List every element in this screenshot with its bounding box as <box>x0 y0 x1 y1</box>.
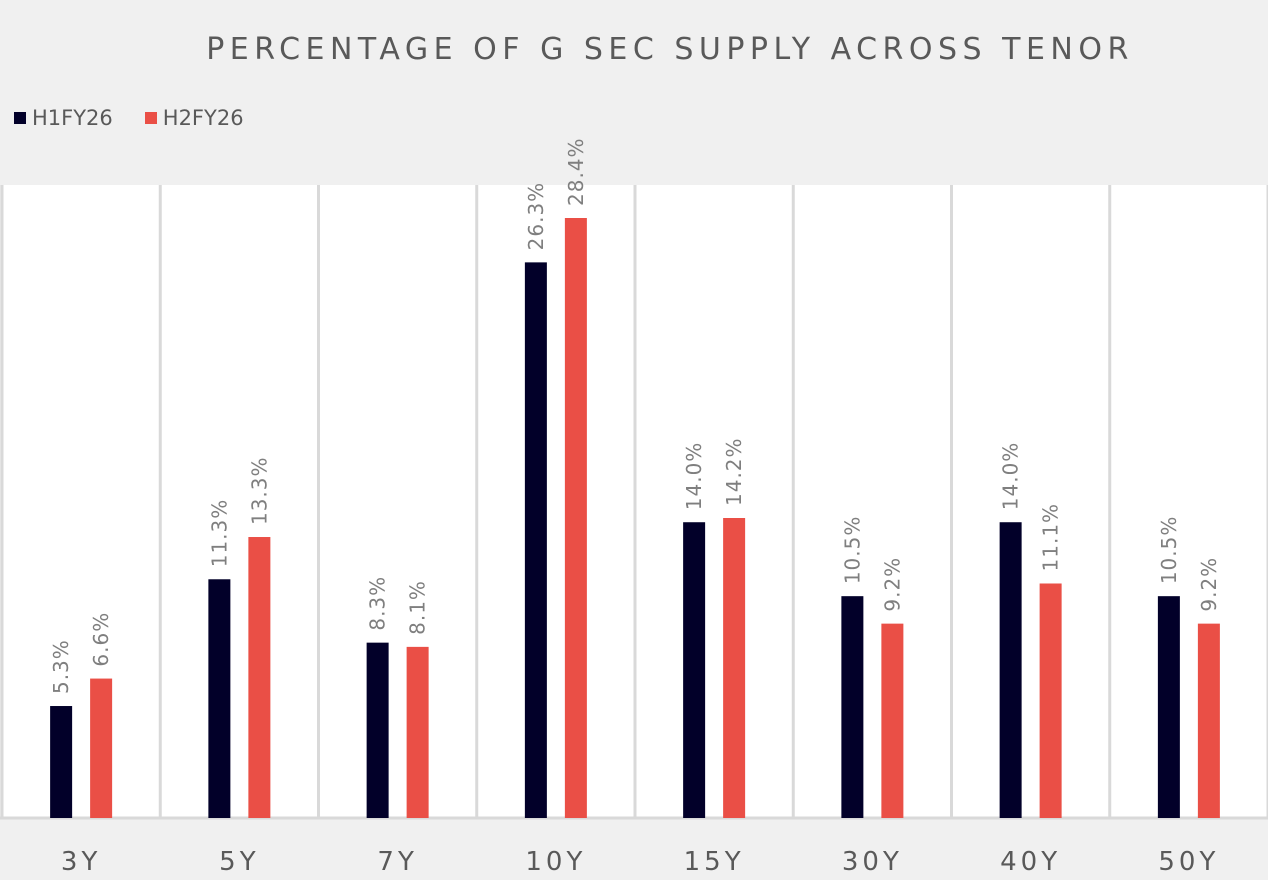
data-label: 13.3% <box>247 456 271 525</box>
data-label: 8.1% <box>406 580 430 635</box>
data-label: 11.1% <box>1039 503 1063 572</box>
x-tick-label: 30Y <box>842 847 903 877</box>
x-tick-label: 3Y <box>61 847 101 877</box>
bar-h2fy26-10y <box>564 218 587 818</box>
legend-label-h1fy26: H1FY26 <box>32 106 113 130</box>
x-tick-label: 50Y <box>1158 847 1219 877</box>
bar-h2fy26-3y <box>90 678 113 818</box>
data-label: 11.3% <box>207 499 231 568</box>
bar-h1fy26-10y <box>524 262 547 818</box>
data-label: 14.2% <box>722 437 746 506</box>
bar-h2fy26-40y <box>1039 583 1062 818</box>
data-label: 10.5% <box>1157 516 1181 585</box>
bar-h2fy26-50y <box>1197 623 1220 818</box>
chart-title: PERCENTAGE OF G SEC SUPPLY ACROSS TENOR <box>206 32 1134 67</box>
legend-swatch-h2fy26 <box>144 112 157 124</box>
x-tick-label: 10Y <box>525 847 586 877</box>
x-tick-label: 5Y <box>219 847 259 877</box>
data-label: 9.2% <box>1197 557 1221 612</box>
data-label: 14.0% <box>682 442 706 511</box>
bar-h2fy26-5y <box>248 537 271 818</box>
data-label: 14.0% <box>999 442 1023 511</box>
bar-h1fy26-40y <box>999 522 1022 818</box>
bar-h2fy26-15y <box>723 518 746 818</box>
legend-label-h2fy26: H2FY26 <box>162 106 244 130</box>
data-label: 10.5% <box>840 516 864 585</box>
bar-h2fy26-7y <box>406 646 429 818</box>
data-label: 28.4% <box>564 137 588 206</box>
bar-h1fy26-5y <box>208 579 231 818</box>
bar-h1fy26-3y <box>50 706 73 818</box>
x-tick-label: 15Y <box>684 847 745 877</box>
bar-h1fy26-30y <box>841 596 864 818</box>
bar-h1fy26-7y <box>366 642 389 818</box>
x-tick-label: 40Y <box>1000 847 1061 877</box>
x-tick-label: 7Y <box>377 847 417 877</box>
data-label: 5.3% <box>49 639 73 694</box>
legend: H1FY26 H2FY26 <box>14 106 244 130</box>
legend-item-h2fy26: H2FY26 <box>144 106 244 130</box>
bar-h2fy26-30y <box>881 623 904 818</box>
data-label: 26.3% <box>524 182 548 251</box>
legend-item-h1fy26: H1FY26 <box>14 106 113 130</box>
bar-h1fy26-15y <box>683 522 706 818</box>
legend-swatch-h1fy26 <box>14 112 26 124</box>
bar-h1fy26-50y <box>1157 596 1180 818</box>
data-label: 6.6% <box>89 612 113 667</box>
data-label: 9.2% <box>880 557 904 612</box>
data-label: 8.3% <box>366 576 390 631</box>
